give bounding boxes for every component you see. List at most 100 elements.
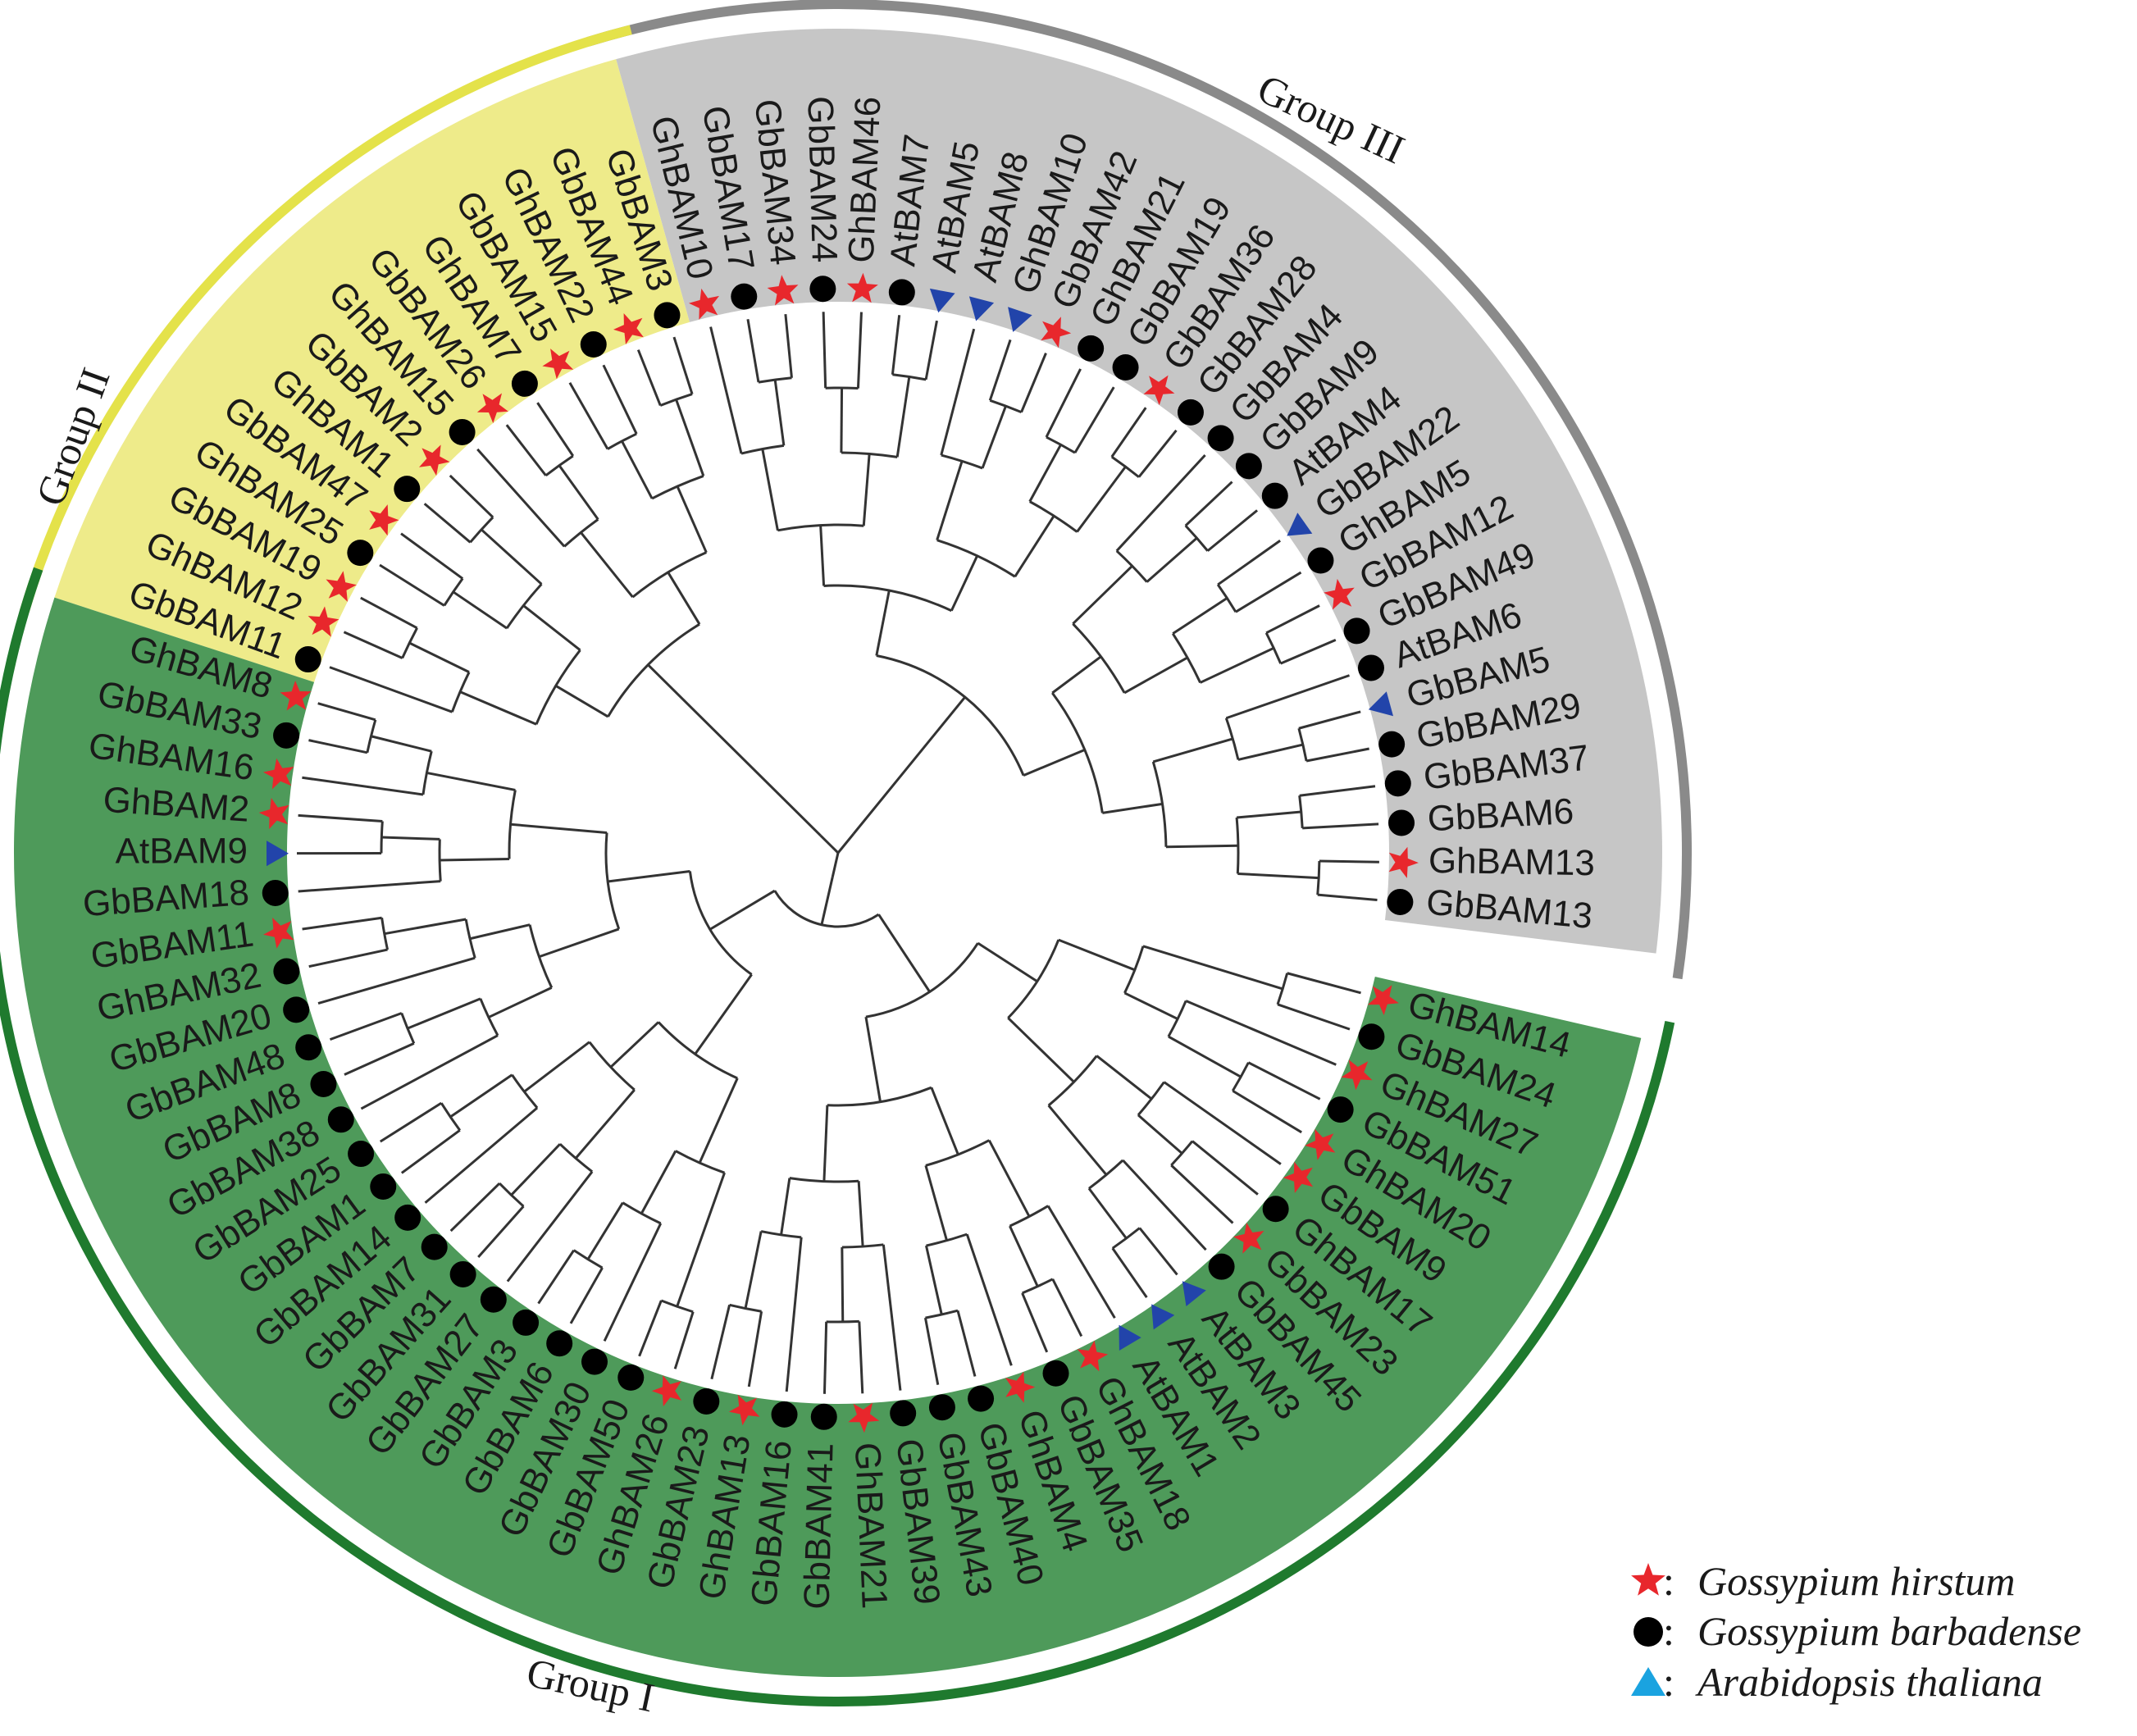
gb-circle-icon (394, 476, 421, 503)
branch (360, 1034, 499, 1110)
at-triangle-icon (1119, 1324, 1141, 1351)
branch (761, 449, 779, 531)
gh-star-icon (1005, 1371, 1036, 1403)
branch (923, 1317, 940, 1385)
branch-arc (1216, 584, 1237, 613)
branch (469, 923, 531, 941)
gb-circle-icon (810, 1403, 837, 1430)
branch (638, 1300, 663, 1357)
branch (609, 1021, 659, 1068)
branch-arc (1264, 632, 1283, 664)
branch (1163, 1081, 1282, 1165)
branch (940, 328, 976, 456)
gh-star-icon (651, 1375, 682, 1407)
branch-arc (1170, 1140, 1194, 1167)
branch (676, 485, 708, 554)
group-sector-III (616, 29, 1662, 954)
branch (1051, 655, 1102, 695)
branch (667, 572, 701, 625)
legend-circle-icon (1634, 1617, 1663, 1647)
branch (424, 1106, 539, 1204)
branch (1009, 1225, 1039, 1287)
branch (1073, 386, 1115, 453)
branch (924, 1164, 948, 1242)
branch (1087, 1187, 1128, 1240)
branch-arc (1051, 692, 1104, 813)
branch (308, 948, 388, 968)
branch (452, 590, 508, 630)
branch (343, 631, 403, 659)
branch-arc (1123, 945, 1145, 994)
branch (379, 563, 445, 607)
branch (459, 690, 537, 726)
branch-arc (825, 386, 859, 390)
gh-star-icon (848, 1402, 880, 1433)
gh-star-icon (326, 571, 357, 602)
gh-star-icon (1077, 1340, 1109, 1372)
group-arcs (0, 0, 1692, 1707)
branch-arc (440, 1102, 462, 1132)
gb-circle-icon (1177, 399, 1204, 426)
branch (1185, 1000, 1337, 1066)
branch (449, 1182, 501, 1233)
branch (891, 315, 901, 375)
gb-circle-icon (809, 276, 836, 303)
branch-arc (505, 583, 543, 629)
branch-arc (660, 1299, 694, 1314)
branch (852, 696, 966, 835)
branch (875, 590, 891, 656)
branch (344, 1042, 415, 1076)
branch-arc (443, 577, 464, 607)
branch-arc (535, 649, 581, 725)
branch (1319, 859, 1379, 863)
branch (675, 399, 705, 476)
branch (858, 1321, 864, 1394)
gb-circle-icon (1384, 770, 1411, 797)
branch (1096, 1055, 1153, 1100)
branch (1236, 810, 1301, 819)
branch (710, 1304, 731, 1380)
tree-branches (296, 312, 1379, 1394)
branch (647, 663, 822, 836)
gb-circle-icon (1261, 482, 1288, 509)
group-arc-II (20, 25, 632, 613)
branch (1047, 1105, 1108, 1176)
branch-arc (464, 918, 476, 959)
at-triangle-icon (1151, 1304, 1175, 1330)
branch-arc (401, 627, 418, 659)
branch (819, 525, 826, 586)
gh-star-icon (1283, 1161, 1314, 1193)
branch (1192, 1140, 1259, 1196)
branch-arc (1009, 1205, 1049, 1228)
branch-arc (777, 523, 864, 532)
branch (640, 1150, 677, 1214)
leaf-label: GbBAM6 (1427, 791, 1575, 839)
gh-star-icon (1388, 846, 1419, 878)
gb-circle-icon (731, 283, 758, 310)
branch-arc (989, 399, 1023, 414)
gb-circle-icon (1388, 809, 1415, 836)
gb-circle-icon (1387, 888, 1414, 915)
gb-circle-icon (1207, 425, 1234, 452)
branch-arc (1172, 632, 1202, 684)
gb-circle-icon (1112, 354, 1139, 381)
legend-label-hirstum: Gossypium hirstum (1697, 1558, 2016, 1604)
branch-arc (607, 432, 637, 450)
branch-arc (604, 832, 621, 930)
branch (1287, 972, 1361, 995)
branch (400, 532, 464, 580)
branch-arc (558, 1143, 594, 1173)
legend-item-thaliana: : Arabidopsis thaliana (1631, 1659, 2043, 1705)
branch (1110, 407, 1147, 458)
group-sector-I (14, 597, 1642, 1677)
branch (773, 379, 786, 446)
gb-circle-icon (347, 540, 374, 567)
gb-circle-icon (348, 1141, 375, 1168)
branch (1184, 481, 1233, 527)
legend-colon: : (1663, 1608, 1675, 1654)
branch-arc (1029, 500, 1078, 533)
branch-arc (1137, 1081, 1165, 1116)
branch (1265, 604, 1320, 635)
branch-arc (572, 1249, 604, 1269)
